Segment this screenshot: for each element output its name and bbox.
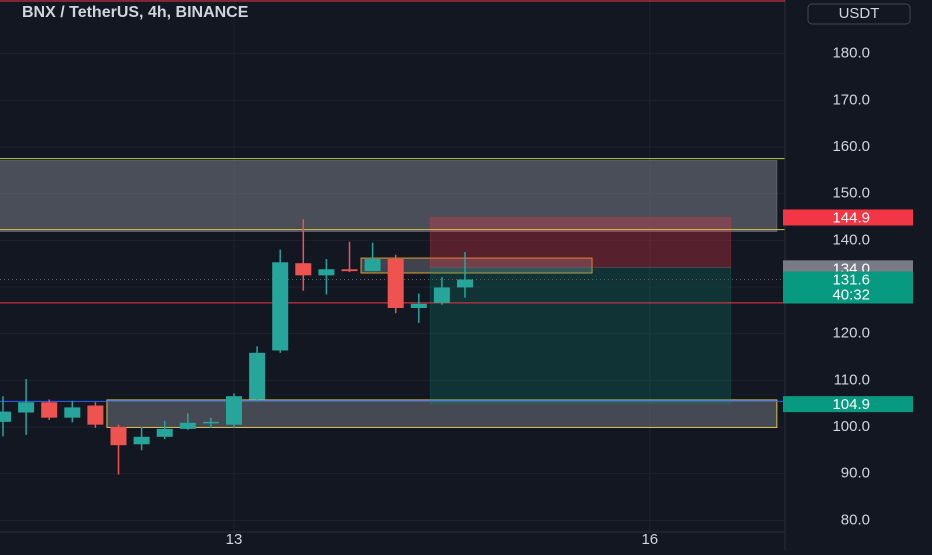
candle-body: [133, 436, 150, 445]
candle-body: [226, 396, 242, 425]
y-tick-label: 110.0: [834, 371, 870, 388]
candle-body: [156, 428, 173, 437]
countdown: 40:32: [832, 287, 870, 304]
candle-body: [457, 279, 473, 288]
candle-body: [41, 402, 58, 418]
y-tick-label: 140.0: [832, 231, 870, 248]
zone: [429, 216, 732, 268]
y-tick-label: 150.0: [832, 185, 870, 202]
candle-body: [364, 259, 381, 272]
zone: [429, 266, 732, 405]
y-tick-label: 80.0: [841, 511, 870, 528]
plot-area: [0, 0, 785, 532]
y-tick-label: 90.0: [841, 465, 870, 482]
candle-body: [433, 287, 450, 303]
chart-title: BNX / TetherUS, 4h, BINANCE: [22, 4, 249, 21]
y-tick-label: 100.0: [832, 418, 870, 435]
candle-body: [18, 402, 35, 413]
price-label-box: [783, 209, 913, 226]
candle-body: [318, 269, 335, 276]
x-tick-label: 16: [641, 531, 658, 548]
price-label-box: [783, 396, 913, 413]
price-label: 144.9: [832, 209, 870, 226]
candle-body: [179, 422, 196, 429]
price-label: 104.9: [832, 396, 870, 413]
candle-body: [272, 262, 289, 351]
zone: [360, 257, 593, 274]
current-price-label: 131.6: [832, 272, 870, 289]
currency-box[interactable]: [807, 3, 911, 25]
y-tick-label: 120.0: [832, 325, 870, 342]
candle-body: [64, 407, 81, 418]
candle-body: [410, 303, 427, 308]
y-tick-label: 170.0: [832, 91, 870, 108]
zone: [0, 160, 778, 232]
candle-body: [295, 263, 312, 276]
candle-body: [341, 269, 358, 272]
currency[interactable]: USDT: [839, 5, 880, 22]
y-tick-label: 160.0: [832, 138, 870, 155]
current-price-box: [783, 271, 913, 304]
candle-body: [387, 259, 404, 308]
x-tick-label: 13: [226, 531, 243, 548]
candle-body: [202, 421, 219, 424]
candle-body: [249, 352, 266, 400]
y-tick-label: 180.0: [832, 45, 870, 62]
candle-body: [0, 411, 11, 422]
candle-body: [110, 427, 127, 446]
candle-body: [87, 405, 104, 425]
